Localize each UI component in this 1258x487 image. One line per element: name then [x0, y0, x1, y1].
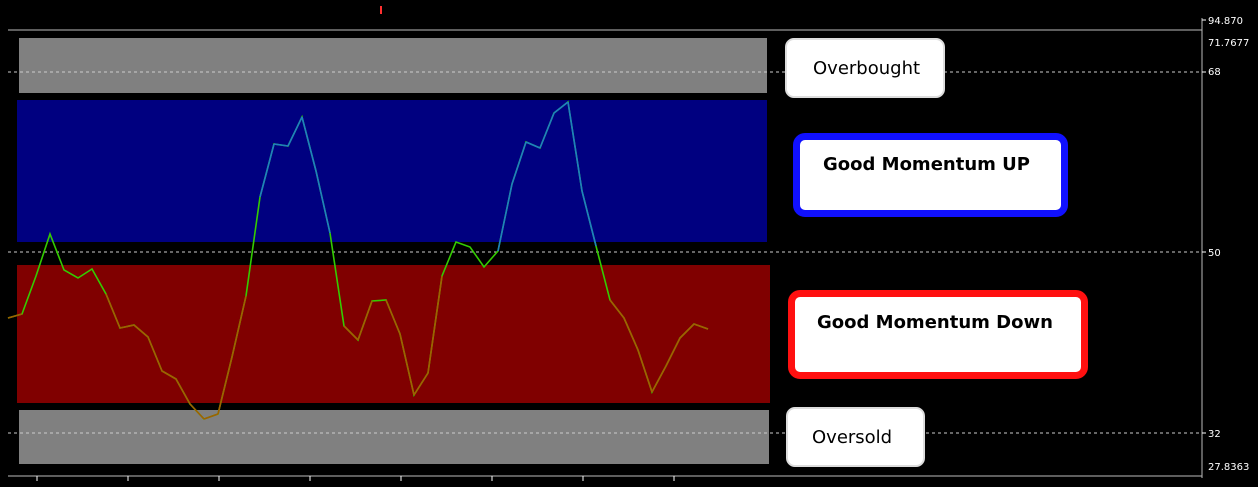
rsi-line-segment — [147, 336, 163, 372]
y-tick-label: 50 — [1208, 248, 1221, 259]
rsi-line-segment — [567, 101, 583, 192]
rsi-line-segment — [133, 324, 149, 338]
rsi-line-segment — [427, 275, 443, 374]
rsi-line-segment — [665, 337, 681, 367]
rsi-line-segment — [273, 143, 289, 147]
y-axis: 94.870 71.7677 68 50 32 27.8363 — [1202, 16, 1249, 473]
rsi-line-segment — [525, 141, 541, 149]
overbought-zone — [19, 38, 767, 93]
good-momentum-down-label: Good Momentum Down — [817, 312, 1053, 333]
rsi-line-segment — [105, 293, 121, 329]
rsi-line-segment — [217, 356, 233, 415]
rsi-line-segment — [287, 116, 303, 147]
rsi-line-segment — [301, 116, 317, 172]
rsi-line-segment — [511, 141, 527, 185]
good-momentum-up-label: Good Momentum UP — [823, 153, 1030, 175]
y-tick-label: 27.8363 — [1208, 462, 1249, 473]
rsi-line-segment — [693, 323, 709, 330]
rsi-line-segment — [651, 365, 667, 393]
rsi-line-segment — [399, 333, 415, 396]
good-momentum-up-zone — [17, 100, 767, 242]
good-momentum-down-zone — [17, 265, 770, 403]
rsi-line-segment — [259, 143, 275, 198]
rsi-line-segment — [203, 413, 219, 420]
oversold-label-box: Oversold — [786, 407, 925, 467]
rsi-line-segment — [581, 190, 597, 247]
rsi-line-segment — [7, 313, 23, 319]
overbought-label-box: Overbought — [785, 38, 945, 98]
rsi-line-segment — [189, 403, 205, 420]
y-tick-label: 32 — [1208, 429, 1221, 440]
rsi-line-segment — [497, 183, 513, 252]
good-momentum-down-label-box: Good Momentum Down — [788, 290, 1088, 379]
rsi-line-segment — [231, 295, 247, 358]
y-tick-label: 71.7677 — [1208, 38, 1249, 49]
rsi-line-segment — [637, 349, 653, 393]
rsi-line-segment — [175, 378, 191, 405]
rsi-line-segment — [679, 323, 695, 339]
good-momentum-up-label-box: Good Momentum UP — [793, 133, 1068, 217]
rsi-line-segment — [539, 112, 555, 149]
y-tick-label: 94.870 — [1208, 16, 1243, 27]
overbought-label: Overbought — [813, 57, 921, 79]
oversold-label: Oversold — [812, 426, 893, 448]
rsi-line-segment — [119, 324, 135, 329]
oversold-zone — [19, 410, 769, 464]
rsi-line-segment — [357, 300, 373, 341]
rsi-line-segment — [385, 299, 401, 335]
rsi-line-segment — [343, 325, 359, 341]
rsi-line-segment — [413, 372, 429, 396]
x-axis — [36, 476, 675, 481]
rsi-line-segment — [553, 101, 569, 114]
rsi-line-segment — [623, 317, 639, 351]
top-tick-marker — [380, 6, 382, 14]
rsi-line-segment — [315, 170, 331, 234]
rsi-line-segment — [609, 299, 625, 319]
y-tick-label: 68 — [1208, 67, 1221, 78]
rsi-line-segment — [161, 370, 177, 380]
